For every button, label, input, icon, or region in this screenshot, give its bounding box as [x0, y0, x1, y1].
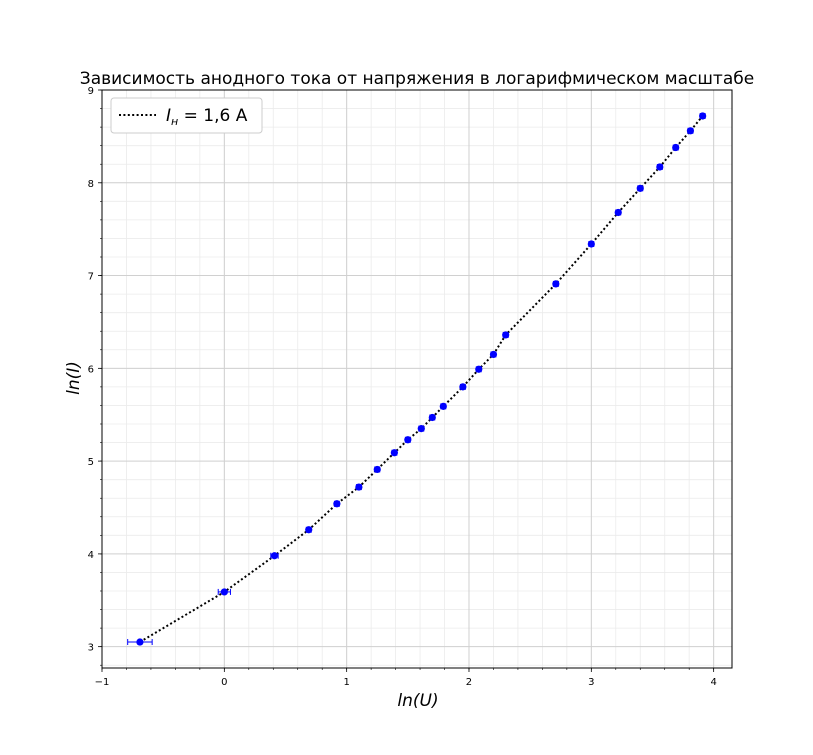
x-tick-label: −1 [95, 677, 110, 688]
data-point [489, 350, 498, 359]
data-point [686, 127, 695, 135]
data-point [417, 425, 425, 433]
data-point [699, 112, 707, 120]
data-point [428, 413, 436, 422]
major-grid [102, 90, 732, 668]
axis-ticks: −1 0 1 2 3 4 3 4 5 6 7 8 9 [88, 86, 717, 688]
x-tick-label: 1 [343, 677, 349, 688]
data-point [270, 552, 279, 560]
legend-box [110, 97, 263, 134]
data-point [404, 436, 412, 444]
legend-symbol: I [166, 106, 171, 126]
data-point [614, 208, 622, 217]
x-tick-label: 4 [710, 677, 716, 688]
series-line [139, 115, 704, 643]
minor-grid [101, 89, 732, 668]
x-tick-label: 3 [588, 677, 594, 688]
y-tick-label: 6 [88, 364, 94, 375]
data-point [305, 526, 313, 534]
data-point [333, 500, 341, 508]
data-point [656, 163, 664, 171]
y-tick-label: 7 [88, 272, 94, 283]
legend-subscript: н [171, 115, 178, 128]
x-axis-label: ln(U) [397, 691, 438, 711]
y-tick-label: 5 [88, 457, 94, 468]
data-point [220, 588, 228, 596]
data-point [373, 465, 381, 474]
data-point [672, 143, 680, 152]
x-tick-label: 2 [466, 677, 472, 688]
chart-title: Зависимость анодного тока от напряжения … [80, 69, 754, 89]
series-layer [127, 112, 707, 646]
legend: Iн = 1,6 A [110, 97, 263, 134]
data-point [475, 365, 483, 373]
plot-frame [101, 89, 733, 669]
data-point [552, 280, 560, 288]
x-tick-label: 0 [221, 677, 227, 688]
data-point [439, 402, 447, 410]
y-tick-label: 3 [88, 643, 94, 654]
y-tick-label: 4 [88, 550, 94, 561]
data-point [390, 449, 398, 457]
y-tick-label: 8 [88, 179, 94, 190]
data-point [587, 240, 595, 248]
legend-entry: Iн = 1,6 A [166, 106, 248, 128]
data-point [502, 331, 510, 339]
legend-rest: = 1,6 A [178, 106, 247, 126]
y-tick-label: 9 [88, 86, 94, 97]
data-point [636, 184, 644, 192]
data-point [459, 383, 467, 391]
data-point [136, 638, 144, 646]
y-axis-label: ln(I) [64, 361, 84, 395]
data-point [355, 483, 363, 491]
